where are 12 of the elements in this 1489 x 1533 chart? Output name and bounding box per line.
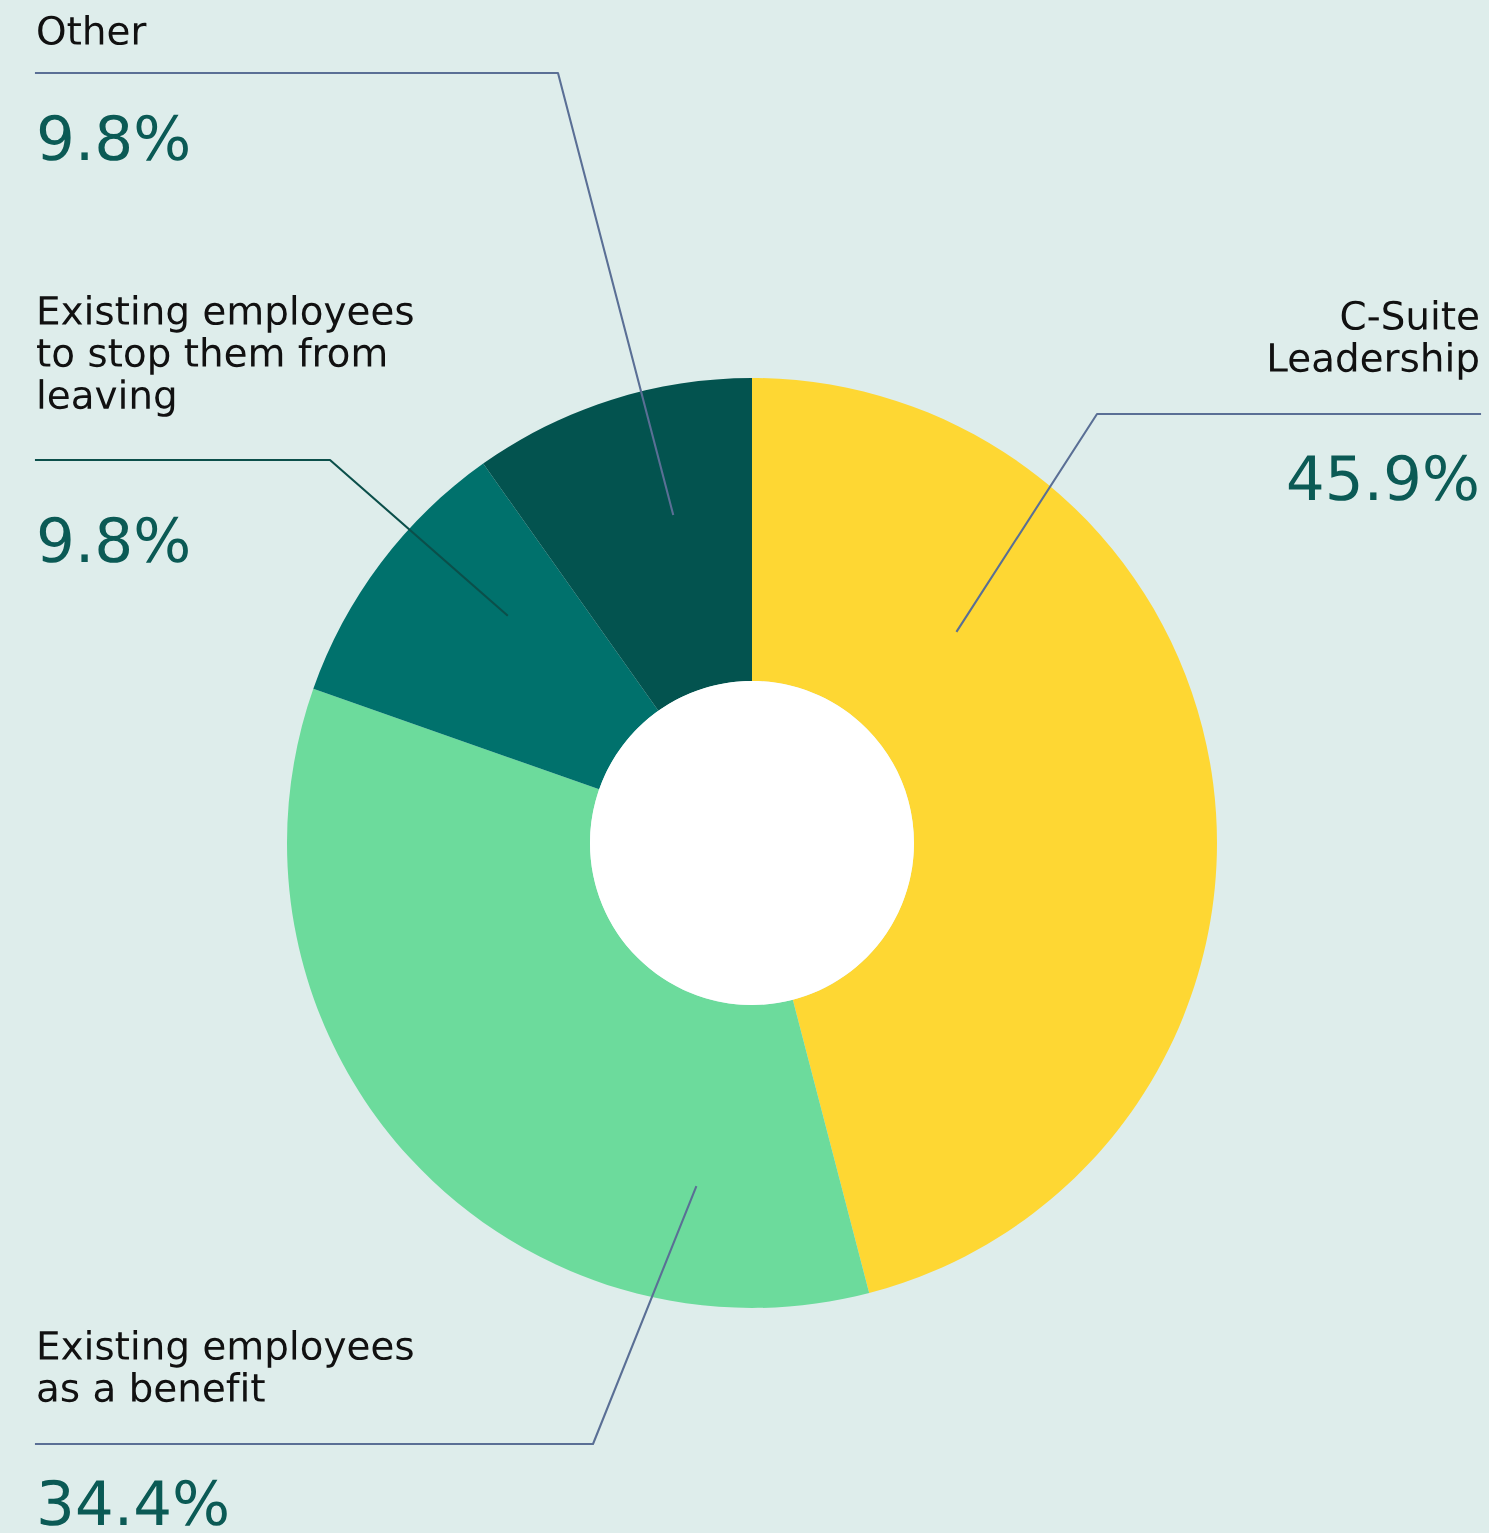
data-label: 34.4% [40,1479,227,1526]
slice-label: C-Suite Leadership [1270,300,1478,380]
slice-label: Existing employees to stop them from leaving [37,295,413,417]
donut-slice [313,463,659,790]
donut-slice [752,378,1217,1293]
data-label: 45.9% [1288,454,1477,501]
slice-label: Existing employees as a benefit [38,1330,413,1403]
data-label: 9.8% [39,114,188,161]
donut-slice [287,688,870,1308]
donut-slice [483,378,752,711]
data-label: 9.8% [39,516,188,563]
slice-label: Other [38,15,147,46]
